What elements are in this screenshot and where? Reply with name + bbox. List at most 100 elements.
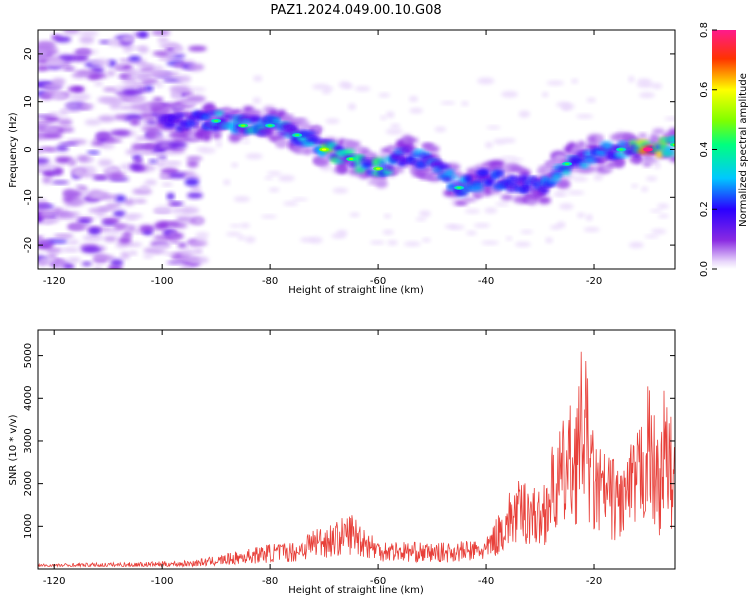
y-tick-label: 2000: [23, 471, 34, 496]
heatmap-cell: [501, 91, 519, 98]
heatmap-cell: [120, 251, 131, 260]
heatmap-cell: [230, 162, 239, 168]
heatmap-cell: [561, 105, 571, 111]
heatmap-cell: [325, 118, 340, 124]
heatmap-cell: [246, 109, 263, 117]
heatmap-cell: [523, 187, 533, 192]
heatmap-cell: [38, 41, 56, 48]
heatmap-cell: [545, 237, 553, 244]
heatmap-cell: [450, 174, 458, 180]
snr-series-line: [38, 351, 675, 568]
heatmap-cell: [523, 183, 531, 189]
heatmap-cell: [354, 160, 361, 167]
heatmap-cell: [612, 156, 625, 167]
heatmap-cell: [583, 227, 600, 232]
heatmap-cell: [338, 81, 351, 89]
y-tick-label: 4000: [23, 386, 34, 411]
heatmap-cell: [110, 259, 124, 267]
heatmap-cell: [652, 128, 665, 135]
heatmap-peak: [240, 124, 246, 127]
heatmap-cell: [466, 230, 477, 236]
heatmap-cell: [338, 165, 348, 174]
heatmap-cell: [464, 175, 472, 182]
snr-x-ticks: -120 -100 -80 -60 -40 -20: [43, 330, 602, 587]
heatmap-cell: [222, 114, 233, 119]
heatmap-cell: [539, 188, 550, 194]
heatmap-cell: [186, 63, 205, 71]
heatmap-cell: [38, 163, 59, 171]
heatmap-cell: [63, 262, 75, 269]
heatmap-cell: [99, 194, 119, 200]
heatmap-cell: [177, 242, 187, 248]
heatmap-cell: [616, 129, 625, 135]
heatmap-cell: [105, 138, 123, 143]
heatmap-cell: [100, 141, 115, 150]
heatmap-cell: [520, 175, 530, 181]
heatmap-cell: [385, 128, 404, 135]
heatmap-cell: [571, 78, 579, 84]
heatmap-cell: [570, 158, 584, 164]
heatmap-cell: [153, 83, 164, 88]
heatmap-cell: [651, 229, 667, 235]
heatmap-cell: [560, 174, 575, 179]
heatmap-cell: [39, 210, 56, 218]
heatmap-cell: [546, 80, 565, 86]
heatmap-cell: [145, 85, 154, 92]
heatmap-cell: [444, 163, 461, 171]
heatmap-peak: [618, 148, 624, 151]
heatmap-cell: [104, 166, 121, 175]
heatmap-cell: [48, 112, 63, 116]
heatmap-cell: [140, 184, 150, 191]
heatmap-cell: [77, 219, 92, 224]
x-tick-label: -60: [370, 276, 386, 287]
heatmap-cell: [76, 155, 89, 163]
heatmap-cell: [154, 248, 167, 254]
y-tick-label: 5000: [23, 343, 34, 368]
heatmap-cell: [644, 234, 660, 239]
heatmap-cell: [336, 229, 348, 236]
heatmap-cell: [404, 137, 419, 143]
heatmap-cell: [151, 71, 171, 77]
heatmap-cell: [69, 93, 91, 101]
heatmap-cell: [415, 217, 427, 221]
heatmap-cell: [268, 109, 279, 116]
heatmap-peak: [375, 167, 381, 170]
heatmap-cell: [421, 165, 433, 174]
heatmap-cell: [240, 223, 251, 228]
heatmap-cell: [102, 217, 121, 225]
heatmap-peak: [267, 124, 273, 127]
heatmap-cell: [146, 116, 155, 121]
heatmap-cell: [128, 251, 138, 255]
heatmap-cell: [185, 101, 197, 106]
heatmap-cell: [67, 239, 80, 245]
heatmap-cell: [584, 150, 594, 157]
heatmap-cell: [474, 181, 483, 186]
heatmap-cell: [42, 219, 52, 224]
heatmap-cell: [81, 261, 92, 266]
heatmap-cell: [38, 198, 47, 203]
snr-panel: -120 -100 -80 -60 -40 -20 1000 2000 3000 4000 500…: [8, 329, 676, 596]
heatmap-cell: [162, 122, 177, 128]
heatmap-cell: [369, 240, 385, 245]
heatmap-cell: [353, 147, 365, 158]
heatmap-cell: [248, 116, 263, 122]
heatmap-cell: [502, 138, 516, 143]
heatmap-cell: [62, 67, 76, 71]
x-tick-label: -60: [370, 576, 386, 587]
heatmap-cell: [141, 126, 159, 132]
heatmap-cell: [233, 196, 250, 202]
heatmap-cell: [113, 223, 130, 229]
heatmap-cell: [161, 182, 173, 187]
heatmap-cell: [186, 192, 203, 199]
spectrogram-x-ticks: -120 -100 -80 -60 -40 -20: [43, 30, 602, 287]
heatmap-cell: [152, 51, 169, 56]
heatmap-cell: [38, 147, 57, 152]
heatmap-cell: [191, 186, 202, 192]
heatmap-cell: [53, 234, 74, 239]
heatmap-cell: [390, 123, 401, 129]
heatmap-cell: [223, 179, 231, 185]
heatmap-cell: [62, 189, 75, 197]
heatmap-cell: [184, 178, 200, 187]
heatmap-cell: [652, 83, 663, 90]
colorbar-label: Normalized spectral amplitude: [738, 73, 749, 227]
